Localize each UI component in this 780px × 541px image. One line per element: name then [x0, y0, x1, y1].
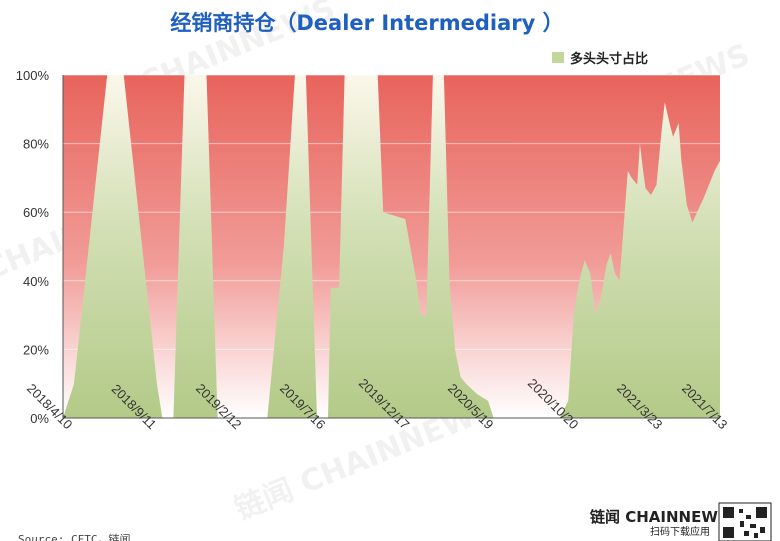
y-axis: 0% 20% 40% 60% 80% 100% [16, 68, 50, 426]
brand-tagline: 扫码下载应用 [650, 525, 710, 538]
y-tick-label: 60% [23, 205, 49, 220]
y-tick-label: 40% [23, 274, 49, 289]
chart-title: 经销商持仓（Dealer Intermediary ） [170, 11, 563, 35]
brand-logo-text: 链闻 CHAINNEWS [590, 508, 729, 526]
legend-swatch [552, 52, 564, 63]
y-tick-label: 100% [16, 68, 50, 83]
source-text: Source: CFTC，链闻 [18, 532, 130, 541]
brand: 链闻 CHAINNEWS 扫码下载应用 [590, 502, 772, 541]
legend: 多头头寸占比 [552, 51, 648, 67]
y-tick-label: 80% [23, 137, 49, 152]
series-long-area [63, 75, 720, 418]
y-tick-label: 20% [23, 342, 49, 357]
qr-code-icon [718, 502, 772, 541]
legend-label: 多头头寸占比 [570, 51, 648, 67]
y-tick-label: 0% [30, 411, 49, 426]
